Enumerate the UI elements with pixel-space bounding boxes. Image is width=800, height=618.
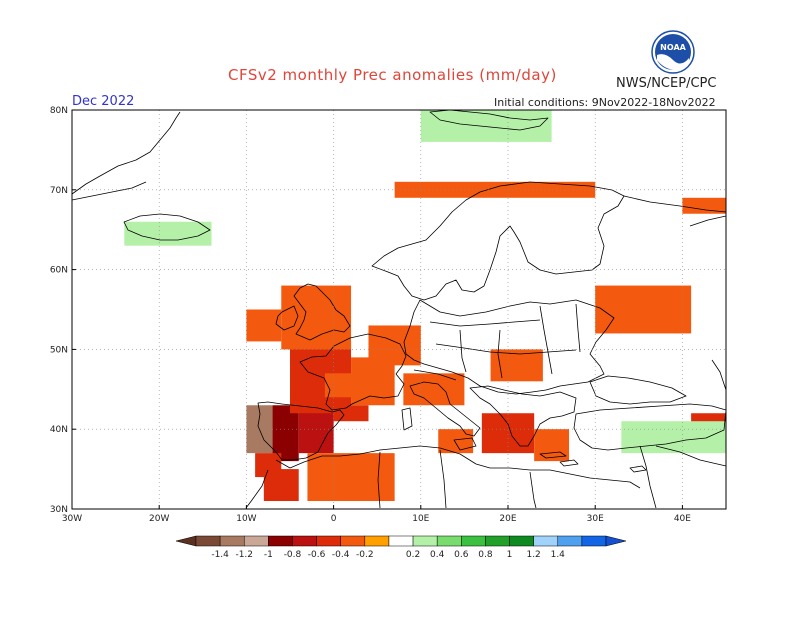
colorbar-swatch — [268, 535, 293, 547]
anomaly-cell — [403, 373, 465, 406]
lat-tick-label: 30N — [50, 505, 68, 515]
anomaly-cell — [595, 285, 692, 334]
anomaly-cell — [560, 365, 622, 382]
anomaly-cell — [394, 181, 596, 198]
colorbar-label: -1.2 — [235, 550, 253, 560]
noaa-logo-icon: NOAA — [651, 30, 695, 74]
colorbar-swatch — [412, 535, 438, 547]
colorbar-under-triangle — [175, 535, 197, 547]
colorbar: -1.4 -1.2 -1 -0.8 -0.6 -0.4 -0.2 0.2 0.4 0.6 0.8 1 1… — [175, 535, 627, 560]
noaa-logo-text: NOAA — [660, 43, 686, 52]
colorbar-label: -0.8 — [284, 550, 302, 560]
anomaly-cell — [377, 245, 439, 278]
anomaly-cell — [281, 285, 352, 350]
colorbar-label: 1 — [507, 550, 513, 560]
anomaly-layer — [72, 110, 726, 502]
anomaly-cell — [420, 110, 552, 142]
lon-tick-label: 20W — [149, 514, 169, 524]
colorbar-swatch — [219, 535, 245, 547]
colorbar-swatch — [243, 535, 269, 547]
colorbar-swatch — [364, 535, 390, 547]
lat-lon-grid — [72, 110, 726, 509]
initial-conditions: Initial conditions: 9Nov2022-18Nov2022 — [494, 96, 716, 109]
colorbar-swatch — [461, 535, 486, 547]
colorbar-swatch — [581, 535, 607, 547]
map-title: CFSv2 monthly Prec anomalies (mm/day) — [228, 66, 557, 84]
lat-tick-label: 50N — [50, 345, 68, 355]
anomaly-cell — [664, 461, 726, 502]
anomaly-cell — [263, 469, 299, 502]
colorbar-swatch — [292, 535, 317, 547]
colorbar-swatch — [509, 535, 534, 547]
anomaly-cell — [324, 373, 369, 398]
lon-tick-label: 40E — [674, 514, 691, 524]
anomaly-cell — [682, 197, 726, 214]
anomaly-cell — [534, 429, 570, 462]
anomaly-cell — [621, 421, 726, 454]
organization-label: NWS/NCEP/CPC — [616, 76, 717, 91]
colorbar-label: -0.2 — [356, 550, 374, 560]
colorbar-label: -0.4 — [332, 550, 350, 560]
lon-tick-label: 30W — [62, 514, 82, 524]
colorbar-label: 0.4 — [430, 550, 445, 560]
colorbar-swatch — [557, 535, 583, 547]
anomaly-cell — [490, 349, 543, 382]
anomaly-cell — [438, 429, 474, 454]
forecast-period: Dec 2022 — [72, 94, 135, 109]
colorbar-over-triangle — [605, 535, 627, 547]
anomaly-cell — [72, 181, 116, 206]
colorbar-label: 1.2 — [526, 550, 540, 560]
colorbar-swatch — [195, 535, 221, 547]
anomaly-cell — [307, 453, 395, 502]
colorbar-label: -1.4 — [211, 550, 229, 560]
colorbar-swatch — [485, 535, 510, 547]
lat-tick-label: 80N — [50, 106, 68, 116]
lat-tick-label: 40N — [50, 425, 68, 435]
colorbar-label: 0.8 — [478, 550, 493, 560]
coastlines-and-borders — [71, 109, 727, 509]
colorbar-swatch — [436, 535, 462, 547]
lon-tick-label: 30E — [587, 514, 604, 524]
colorbar-swatch — [388, 535, 414, 547]
colorbar-swatch — [533, 535, 559, 547]
colorbar-swatch — [340, 535, 366, 547]
lon-tick-label: 10E — [412, 514, 429, 524]
lon-tick-label: 0 — [331, 514, 337, 524]
colorbar-label: -1 — [264, 550, 273, 560]
colorbar-label: 1.4 — [551, 550, 566, 560]
lon-tick-label: 20E — [499, 514, 516, 524]
anomaly-cell — [246, 309, 282, 342]
lat-tick-label: 70N — [50, 186, 68, 196]
colorbar-swatch — [316, 535, 341, 547]
anomaly-cell — [272, 405, 299, 462]
map-frame — [71, 109, 727, 510]
lat-tick-label: 60N — [50, 266, 68, 276]
colorbar-label: 0.2 — [406, 550, 420, 560]
lon-tick-label: 10W — [236, 514, 256, 524]
anomaly-cell — [481, 413, 535, 454]
colorbar-label: 0.6 — [454, 550, 469, 560]
colorbar-label: -0.6 — [308, 550, 326, 560]
anomaly-cell — [124, 221, 212, 246]
